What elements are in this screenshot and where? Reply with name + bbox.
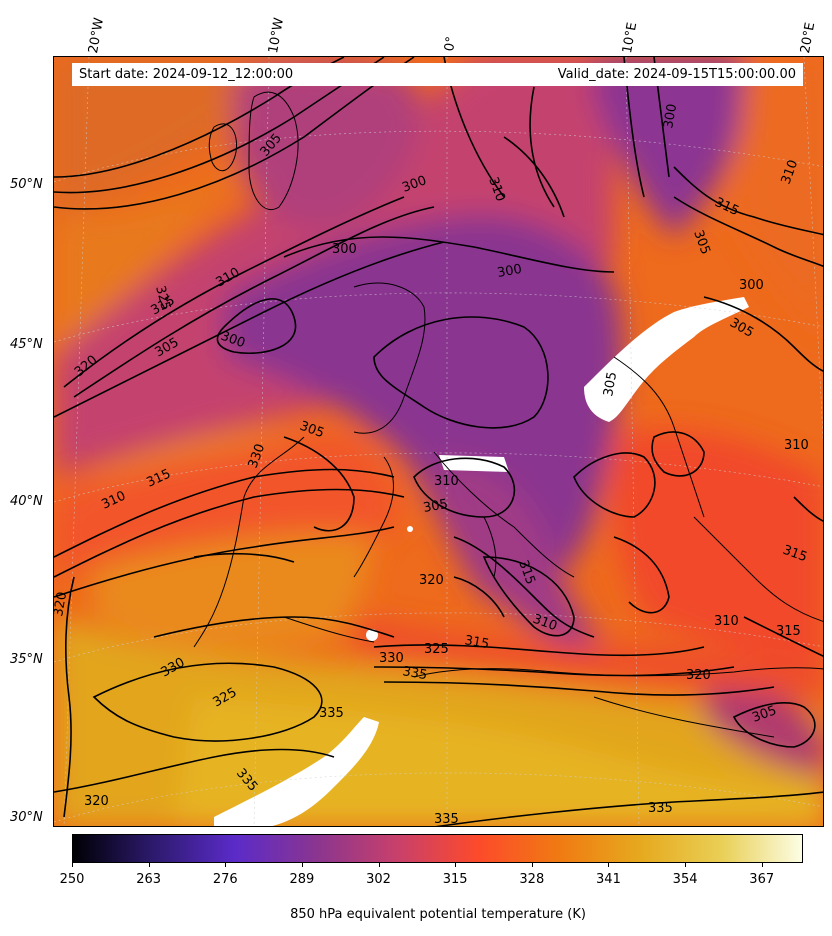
lon-label-0: 0° bbox=[442, 35, 460, 53]
contour-label-320-c: 320 bbox=[419, 573, 444, 588]
colorbar-tick-mark bbox=[301, 862, 303, 867]
contour-label-300-b: 300 bbox=[332, 242, 357, 257]
theta-e-map: 300 300 300 300 300 300 305 305 305 305 … bbox=[53, 56, 824, 827]
lat-label-30n: 30°N bbox=[10, 810, 43, 825]
colorbar-tick-mark bbox=[378, 862, 380, 867]
lon-label-10w: 10°W bbox=[266, 16, 288, 55]
contour-label-320-d: 320 bbox=[686, 668, 711, 683]
colorbar-label: 850 hPa equivalent potential temperature… bbox=[290, 907, 586, 922]
lat-label-40n: 40°N bbox=[10, 494, 43, 509]
contour-label-330-b: 330 bbox=[379, 651, 404, 666]
colorbar-tick-label: 263 bbox=[136, 872, 162, 887]
lon-label-20w: 20°W bbox=[86, 16, 108, 55]
colorbar-tick-mark bbox=[225, 862, 227, 867]
coastlines bbox=[193, 91, 823, 738]
contour-label-335-b: 335 bbox=[319, 706, 344, 721]
colorbar-tick-label: 276 bbox=[212, 872, 238, 887]
colorbar-tick-mark bbox=[455, 862, 457, 867]
valid-date-text: Valid_date: 2024-09-15T15:00:00.00 bbox=[557, 67, 796, 82]
contour-label-310-h: 310 bbox=[784, 438, 809, 453]
lat-label-35n: 35°N bbox=[10, 652, 43, 667]
contour-label-315-c: 315 bbox=[463, 633, 490, 652]
contour-label-335-e: 335 bbox=[648, 801, 673, 816]
date-info-bar: Start date: 2024-09-12_12:00:00 Valid_da… bbox=[72, 63, 803, 86]
colorbar-tick-mark bbox=[761, 862, 763, 867]
field-shading bbox=[54, 57, 823, 826]
contour-label-310-e: 310 bbox=[714, 614, 739, 629]
contour-label-315-e: 315 bbox=[776, 624, 801, 639]
contour-label-310-c: 310 bbox=[434, 474, 459, 489]
colorbar-tick-label: 367 bbox=[749, 872, 775, 887]
contour-label-335-d: 335 bbox=[434, 812, 459, 827]
colorbar-tick-label: 302 bbox=[366, 872, 391, 887]
start-date-text: Start date: 2024-09-12_12:00:00 bbox=[79, 67, 294, 82]
lat-label-50n: 50°N bbox=[10, 177, 43, 192]
colorbar-tick-label: 315 bbox=[442, 872, 468, 887]
contour-label-320-e: 320 bbox=[54, 591, 70, 618]
contour-label-325-a: 325 bbox=[152, 284, 173, 312]
map-field-svg: 300 300 300 300 300 300 305 305 305 305 … bbox=[54, 57, 823, 827]
colorbar-tick-mark bbox=[685, 862, 687, 867]
colorbar-tick-label: 354 bbox=[672, 872, 698, 887]
graticule bbox=[54, 57, 823, 826]
contour-label-305-c: 305 bbox=[422, 497, 449, 516]
contour-label-335-a: 335 bbox=[401, 664, 428, 683]
colorbar-tick-label: 328 bbox=[519, 872, 545, 887]
colorbar-tick-mark bbox=[72, 862, 73, 867]
lon-label-20e: 20°E bbox=[798, 21, 819, 55]
colorbar-tick-mark bbox=[531, 862, 533, 867]
colorbar-tick-label: 250 bbox=[59, 872, 85, 887]
colorbar-tick-mark bbox=[148, 862, 150, 867]
lat-label-45n: 45°N bbox=[10, 337, 43, 352]
contour-label-300-e: 300 bbox=[739, 278, 764, 293]
contour-label-305-h: 305 bbox=[601, 371, 620, 398]
colorbar-tick-label: 341 bbox=[596, 872, 621, 887]
contour-label-325-c: 325 bbox=[424, 642, 449, 657]
contour-label-300-f: 300 bbox=[661, 103, 680, 130]
contour-label-300-c: 300 bbox=[496, 262, 523, 281]
colorbar-tick-mark bbox=[608, 862, 610, 867]
contour-label-320-b: 320 bbox=[84, 794, 109, 809]
lon-label-10e: 10°E bbox=[620, 21, 641, 55]
colorbar bbox=[72, 834, 803, 863]
colorbar-tick-label: 289 bbox=[289, 872, 315, 887]
